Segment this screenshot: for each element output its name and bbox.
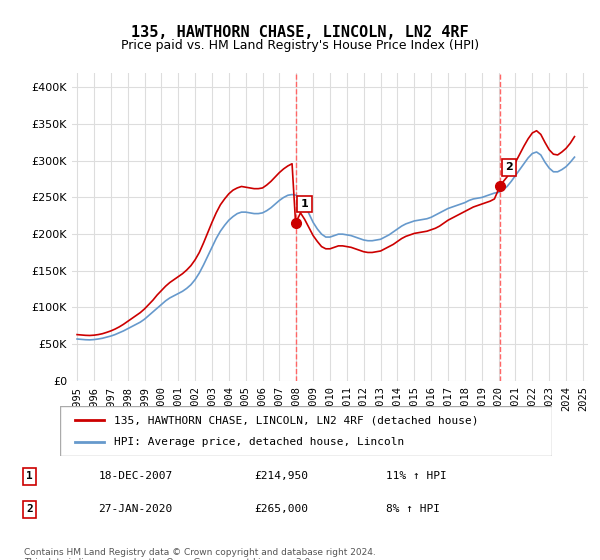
Text: 135, HAWTHORN CHASE, LINCOLN, LN2 4RF: 135, HAWTHORN CHASE, LINCOLN, LN2 4RF: [131, 25, 469, 40]
Text: £214,950: £214,950: [254, 472, 308, 482]
FancyBboxPatch shape: [60, 406, 552, 456]
Text: 1: 1: [301, 199, 308, 209]
Text: 18-DEC-2007: 18-DEC-2007: [98, 472, 173, 482]
Text: 2: 2: [26, 505, 32, 515]
Text: Price paid vs. HM Land Registry's House Price Index (HPI): Price paid vs. HM Land Registry's House …: [121, 39, 479, 52]
Text: £265,000: £265,000: [254, 505, 308, 515]
Text: 135, HAWTHORN CHASE, LINCOLN, LN2 4RF (detached house): 135, HAWTHORN CHASE, LINCOLN, LN2 4RF (d…: [114, 415, 479, 425]
Text: 27-JAN-2020: 27-JAN-2020: [98, 505, 173, 515]
Text: 1: 1: [26, 472, 32, 482]
Text: 2: 2: [505, 162, 512, 172]
Text: Contains HM Land Registry data © Crown copyright and database right 2024.
This d: Contains HM Land Registry data © Crown c…: [24, 548, 376, 560]
Text: 8% ↑ HPI: 8% ↑ HPI: [386, 505, 440, 515]
Text: 11% ↑ HPI: 11% ↑ HPI: [386, 472, 447, 482]
Text: HPI: Average price, detached house, Lincoln: HPI: Average price, detached house, Linc…: [114, 437, 404, 447]
